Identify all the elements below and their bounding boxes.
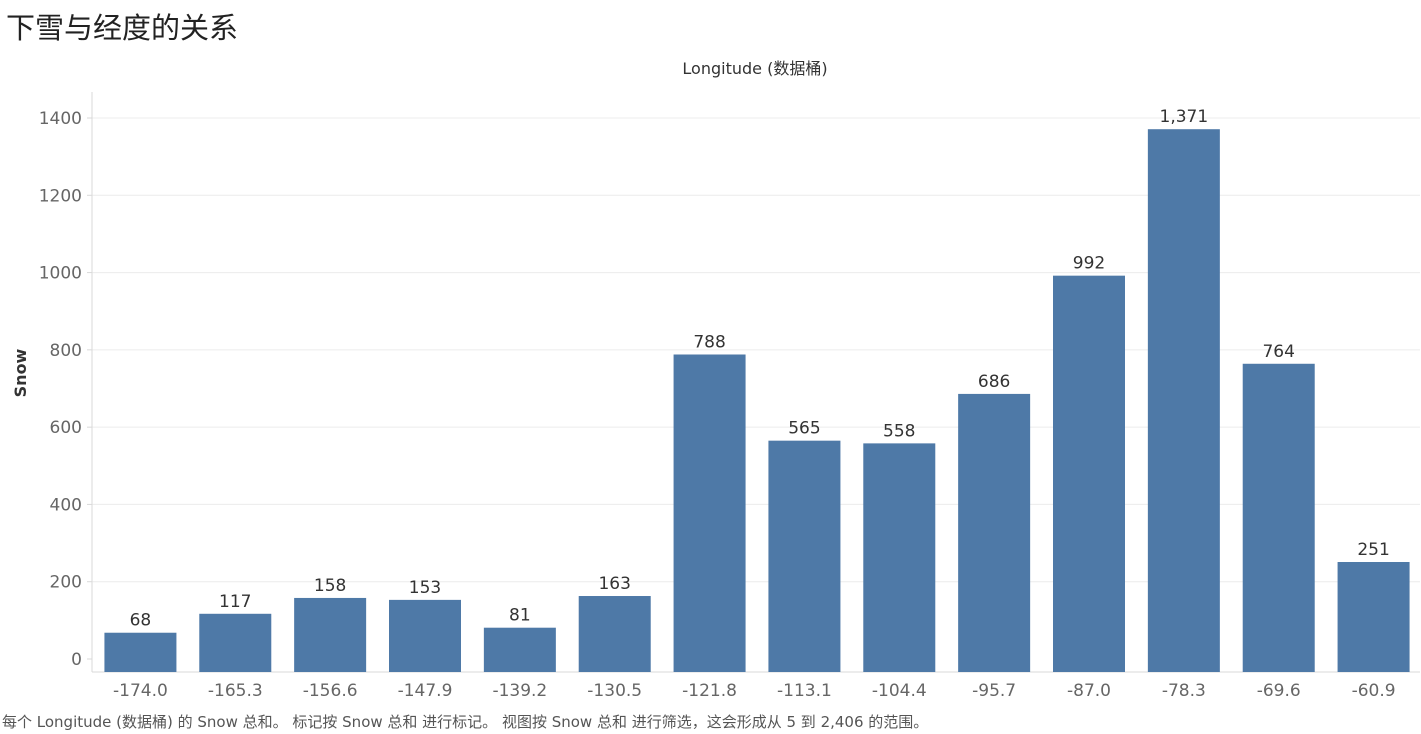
bar--78.3	[1147, 129, 1220, 672]
y-tick-label: 1000	[39, 264, 82, 284]
data-label: 153	[409, 578, 441, 598]
data-label: 81	[509, 606, 531, 626]
bar--87.0	[1053, 275, 1125, 672]
x-tick-label: -69.6	[1257, 681, 1301, 701]
bar--121.8	[673, 354, 746, 672]
x-tick-label: -147.9	[398, 681, 453, 701]
y-tick-label: 600	[50, 418, 82, 438]
bar--60.9	[1337, 562, 1410, 672]
bar--174.0	[104, 632, 177, 672]
y-tick-label: 400	[50, 495, 82, 515]
bar--69.6	[1242, 363, 1315, 672]
x-tick-label: -139.2	[492, 681, 547, 701]
x-tick-label: -104.4	[872, 681, 927, 701]
data-label: 992	[1073, 254, 1105, 274]
data-label: 565	[788, 419, 820, 439]
y-tick-label: 800	[50, 341, 82, 361]
gridlines	[92, 117, 1420, 583]
data-label: 163	[598, 574, 630, 594]
x-tick-label: -87.0	[1067, 681, 1111, 701]
bar--104.4	[863, 443, 936, 672]
bar--165.3	[199, 613, 272, 672]
x-tick-label: -156.6	[303, 681, 358, 701]
x-tick-label: -78.3	[1162, 681, 1206, 701]
bar--147.9	[389, 599, 461, 672]
bar--95.7	[958, 393, 1031, 672]
x-tick-label: -121.8	[682, 681, 737, 701]
data-labels: 68 117 158 153 81 163 788 565 558 686 992 1,371 764 2…	[130, 107, 1390, 631]
data-label: 117	[219, 592, 251, 612]
data-label: 1,371	[1160, 107, 1209, 127]
data-label: 764	[1262, 342, 1294, 362]
x-tick-label: -60.9	[1352, 681, 1396, 701]
x-axis-title: Longitude (数据桶)	[682, 59, 827, 78]
sheet-title: 下雪与经度的关系	[6, 11, 239, 45]
y-tick-label: 0	[71, 650, 82, 670]
x-tick-label: -130.5	[587, 681, 642, 701]
x-tick-label: -174.0	[113, 681, 168, 701]
data-label: 686	[978, 372, 1010, 392]
x-tick-label: -95.7	[972, 681, 1016, 701]
data-label: 558	[883, 421, 915, 441]
bar--130.5	[578, 596, 651, 672]
data-label: 788	[693, 332, 725, 352]
y-tick-label: 1400	[39, 109, 82, 129]
x-tick-label: -113.1	[777, 681, 832, 701]
bar--113.1	[768, 440, 841, 672]
chart-caption: 每个 Longitude (数据桶) 的 Snow 总和。 标记按 Snow 总…	[2, 713, 929, 731]
bars	[104, 129, 1410, 672]
y-tick-label: 200	[50, 573, 82, 593]
data-label: 158	[314, 576, 346, 596]
bar--139.2	[483, 627, 556, 672]
y-axis-title: Snow	[11, 348, 30, 397]
y-tick-label: 1200	[39, 186, 82, 206]
data-label: 251	[1357, 540, 1389, 560]
bar--156.6	[294, 597, 367, 672]
x-tick-label: -165.3	[208, 681, 263, 701]
data-label: 68	[130, 611, 152, 631]
